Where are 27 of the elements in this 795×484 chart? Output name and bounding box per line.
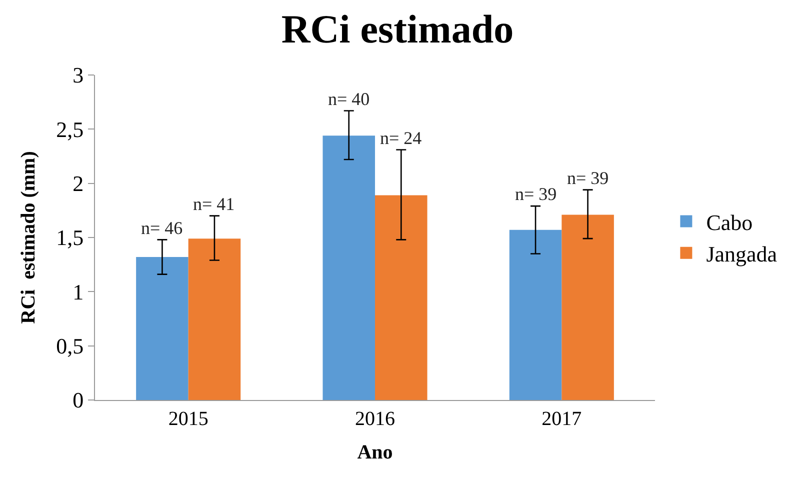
bar bbox=[562, 214, 614, 400]
legend-label: Cabo bbox=[706, 210, 753, 235]
y-axis-title: RCi estimado (mm) bbox=[18, 151, 40, 324]
bar bbox=[509, 230, 562, 400]
y-tick-label: 2 bbox=[72, 171, 84, 196]
annotation: n= 41 bbox=[193, 194, 235, 214]
x-tick-label: 2016 bbox=[355, 408, 395, 430]
x-tick-label: 2015 bbox=[168, 408, 208, 430]
x-axis-title: Ano bbox=[357, 442, 393, 464]
annotation: n= 39 bbox=[567, 168, 609, 188]
y-tick-label: 1 bbox=[72, 279, 84, 304]
chart-title: RCi estimado bbox=[281, 6, 514, 52]
annotation: n= 40 bbox=[328, 89, 370, 109]
legend-label: Jangada bbox=[706, 241, 778, 266]
annotation: n= 46 bbox=[141, 218, 183, 238]
bar bbox=[375, 195, 428, 400]
y-tick-label: 0,5 bbox=[56, 334, 84, 359]
x-tick-label: 2017 bbox=[542, 408, 582, 430]
y-tick-label: 1,5 bbox=[56, 225, 84, 250]
annotation: n= 39 bbox=[515, 184, 557, 204]
y-tick-label: 0 bbox=[72, 388, 84, 413]
bar bbox=[322, 136, 375, 400]
bar bbox=[136, 257, 188, 400]
y-tick-label: 3 bbox=[72, 62, 84, 88]
annotation: n= 24 bbox=[380, 128, 422, 148]
y-tick-label: 2,5 bbox=[56, 116, 84, 142]
bar bbox=[188, 238, 241, 400]
